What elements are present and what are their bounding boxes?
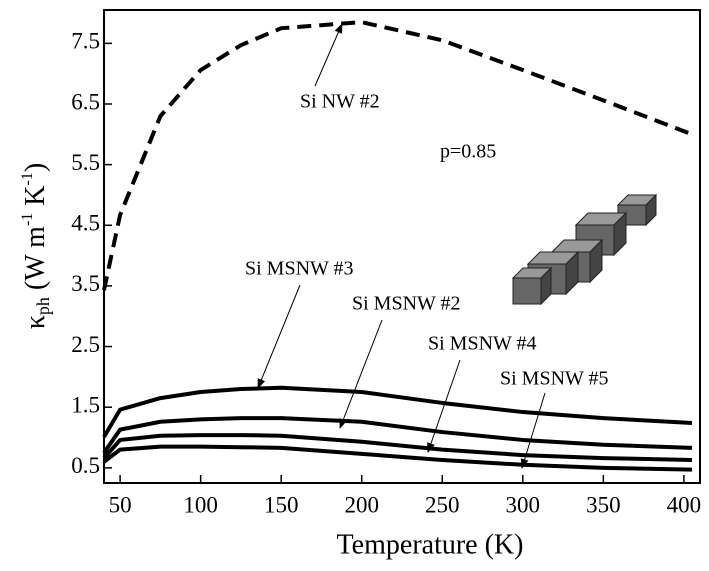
- y-label-part: ): [20, 163, 51, 172]
- series-line: [102, 444, 692, 472]
- y-tick-label: 0.5: [71, 453, 100, 478]
- series-line: [102, 416, 693, 454]
- series-label: Si MSNW #4: [428, 333, 537, 355]
- y-tick-label: 3.5: [71, 271, 100, 296]
- series-label: Si NW #2: [300, 91, 380, 113]
- series-label: Si MSNW #2: [352, 293, 461, 315]
- inset-illustration: [511, 193, 658, 306]
- x-tick-label: 50: [109, 492, 132, 517]
- annotation-arrow: [427, 359, 461, 453]
- x-tick-label: 400: [667, 492, 702, 517]
- annotation-arrow: [339, 319, 383, 429]
- annotation-arrow: [520, 392, 546, 469]
- x-tick-label: 200: [344, 492, 379, 517]
- series-label: Si MSNW #3: [245, 258, 354, 280]
- series-line: [102, 385, 693, 438]
- plot-frame: [103, 9, 701, 484]
- annotation: p=0.85: [440, 141, 496, 163]
- y-tick-label: 5.5: [71, 150, 100, 175]
- y-tick-label: 2.5: [71, 332, 100, 357]
- series-line: [102, 433, 692, 462]
- annotation-arrow: [257, 284, 301, 389]
- y-tick-label: 6.5: [71, 89, 100, 114]
- y-label-part: ph: [33, 297, 53, 315]
- y-label-part: -1: [19, 213, 36, 226]
- y-tick-label: 7.5: [71, 29, 100, 54]
- y-label-part: κ: [20, 315, 51, 329]
- y-tick-label: 4.5: [71, 211, 100, 236]
- x-tick-label: 350: [586, 492, 621, 517]
- x-tick-label: 150: [264, 492, 299, 517]
- annotation-arrow: [314, 23, 343, 87]
- series-line: [102, 20, 693, 291]
- y-label-part: K: [20, 185, 51, 212]
- y-tick-label: 1.5: [71, 392, 100, 417]
- y-label-part: -1: [19, 172, 36, 185]
- y-axis-label: κph (W m-1 K-1): [19, 163, 53, 329]
- x-tick-label: 250: [425, 492, 460, 517]
- x-tick-label: 300: [506, 492, 541, 517]
- series-label: Si MSNW #5: [500, 368, 609, 390]
- x-tick-label: 100: [183, 492, 218, 517]
- y-label-part: (W m: [20, 226, 51, 297]
- x-axis-label: Temperature (K): [337, 529, 524, 560]
